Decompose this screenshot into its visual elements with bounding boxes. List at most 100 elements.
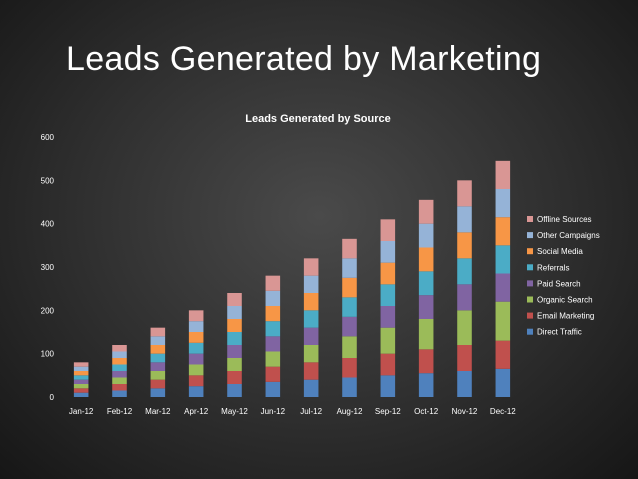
x-tick-label: Dec-12	[490, 407, 516, 416]
bar-segment	[380, 353, 396, 376]
x-tick-label: Sep-12	[375, 407, 401, 416]
bar-segment	[188, 386, 204, 397]
bar-segment	[265, 351, 281, 367]
bar-segment	[265, 275, 281, 291]
y-tick-label: 600	[41, 133, 55, 142]
bar-segment	[457, 180, 472, 207]
bar-segment	[495, 340, 511, 369]
x-tick-label: Apr-12	[184, 407, 209, 416]
bar-segment	[495, 160, 511, 189]
bar-segment	[303, 310, 319, 328]
legend-label: Social Media	[537, 247, 583, 256]
legend: Offline Sources Other Campaigns Social Med…	[527, 215, 600, 337]
bar-segment	[380, 327, 396, 354]
bar-segment	[303, 362, 319, 380]
x-tick-label: May-12	[221, 407, 248, 416]
bar-segment	[457, 371, 472, 397]
bar-segment	[342, 258, 357, 278]
legend-swatch	[527, 328, 533, 335]
bar-segment	[418, 271, 434, 296]
bar-segment	[150, 327, 166, 337]
bar-segment	[150, 336, 166, 345]
bar-segment	[265, 321, 281, 337]
bar-segment	[380, 262, 396, 285]
bar-segment	[380, 284, 396, 306]
bar-segment	[150, 371, 166, 380]
bar-segment	[112, 377, 127, 384]
bar-segment	[418, 295, 434, 319]
bar-segment	[73, 388, 89, 393]
bar-segment	[150, 379, 166, 389]
bar-segment	[303, 293, 319, 311]
legend-label: Organic Search	[537, 296, 593, 305]
bar-segment	[112, 384, 127, 391]
bar-segment	[342, 277, 357, 298]
bar-segment	[495, 273, 511, 302]
bar-segment	[418, 223, 434, 248]
bar-segment	[73, 375, 89, 380]
bar-segment	[73, 366, 89, 371]
bar-segment	[188, 364, 204, 376]
bar-segment	[188, 332, 204, 343]
bar-segment	[112, 358, 127, 365]
y-tick-label: 0	[50, 393, 55, 402]
bar-segment	[150, 345, 166, 354]
bar-segment	[227, 306, 242, 319]
bar-segment	[380, 306, 396, 328]
bar-segment	[112, 345, 127, 352]
bar-segment	[342, 336, 357, 358]
bar-segment	[227, 384, 242, 397]
bar-segment	[73, 392, 89, 397]
bar-segment	[457, 258, 472, 285]
legend-swatch	[527, 280, 533, 287]
bar-segment	[73, 384, 89, 389]
bar-segment	[112, 390, 127, 397]
bar-segment	[265, 306, 281, 322]
bar-segment	[150, 362, 166, 371]
bar-segment	[227, 293, 242, 306]
bar-segment	[457, 345, 472, 371]
bar-segment	[265, 381, 281, 397]
bar-segment	[73, 371, 89, 376]
x-axis-ticks: Jan-12 Feb-12 Mar-12 Apr-12 May-12 Jun-12 Jul-…	[69, 407, 516, 416]
slide-title: Leads Generated by Marketing	[66, 40, 542, 78]
bar-segment	[227, 358, 242, 371]
bar-segment	[227, 345, 242, 358]
bar-segment	[227, 332, 242, 345]
bar-segment	[342, 377, 357, 397]
bar-segment	[73, 362, 89, 367]
bar-segment	[303, 379, 319, 397]
bar-segment	[188, 375, 204, 387]
bars	[73, 160, 511, 397]
bar-segment	[418, 247, 434, 272]
bar-segment	[380, 219, 396, 241]
bar-segment	[150, 353, 166, 363]
bar-segment	[380, 375, 396, 397]
bar-segment	[418, 373, 434, 397]
bar-segment	[73, 379, 89, 384]
bar-segment	[495, 368, 511, 397]
bar-segment	[457, 206, 472, 233]
legend-swatch	[527, 296, 533, 303]
bar-segment	[342, 316, 357, 337]
bar-segment	[188, 342, 204, 354]
chart-title: Leads Generated by Source	[245, 113, 391, 125]
legend-swatch	[527, 264, 533, 271]
y-tick-label: 400	[41, 220, 55, 229]
bar-segment	[342, 297, 357, 317]
x-tick-label: Feb-12	[107, 407, 133, 416]
legend-label: Referrals	[537, 263, 569, 272]
bar-segment	[457, 284, 472, 311]
bar-segment	[380, 241, 396, 263]
bar-segment	[418, 199, 434, 224]
bar-segment	[112, 364, 127, 371]
bar-segment	[303, 327, 319, 345]
bar-segment	[265, 336, 281, 352]
bar-segment	[112, 371, 127, 378]
y-tick-label: 500	[41, 176, 55, 185]
bar-segment	[227, 371, 242, 384]
bar-segment	[495, 217, 511, 246]
bar-segment	[418, 349, 434, 374]
legend-label: Paid Search	[537, 279, 581, 288]
